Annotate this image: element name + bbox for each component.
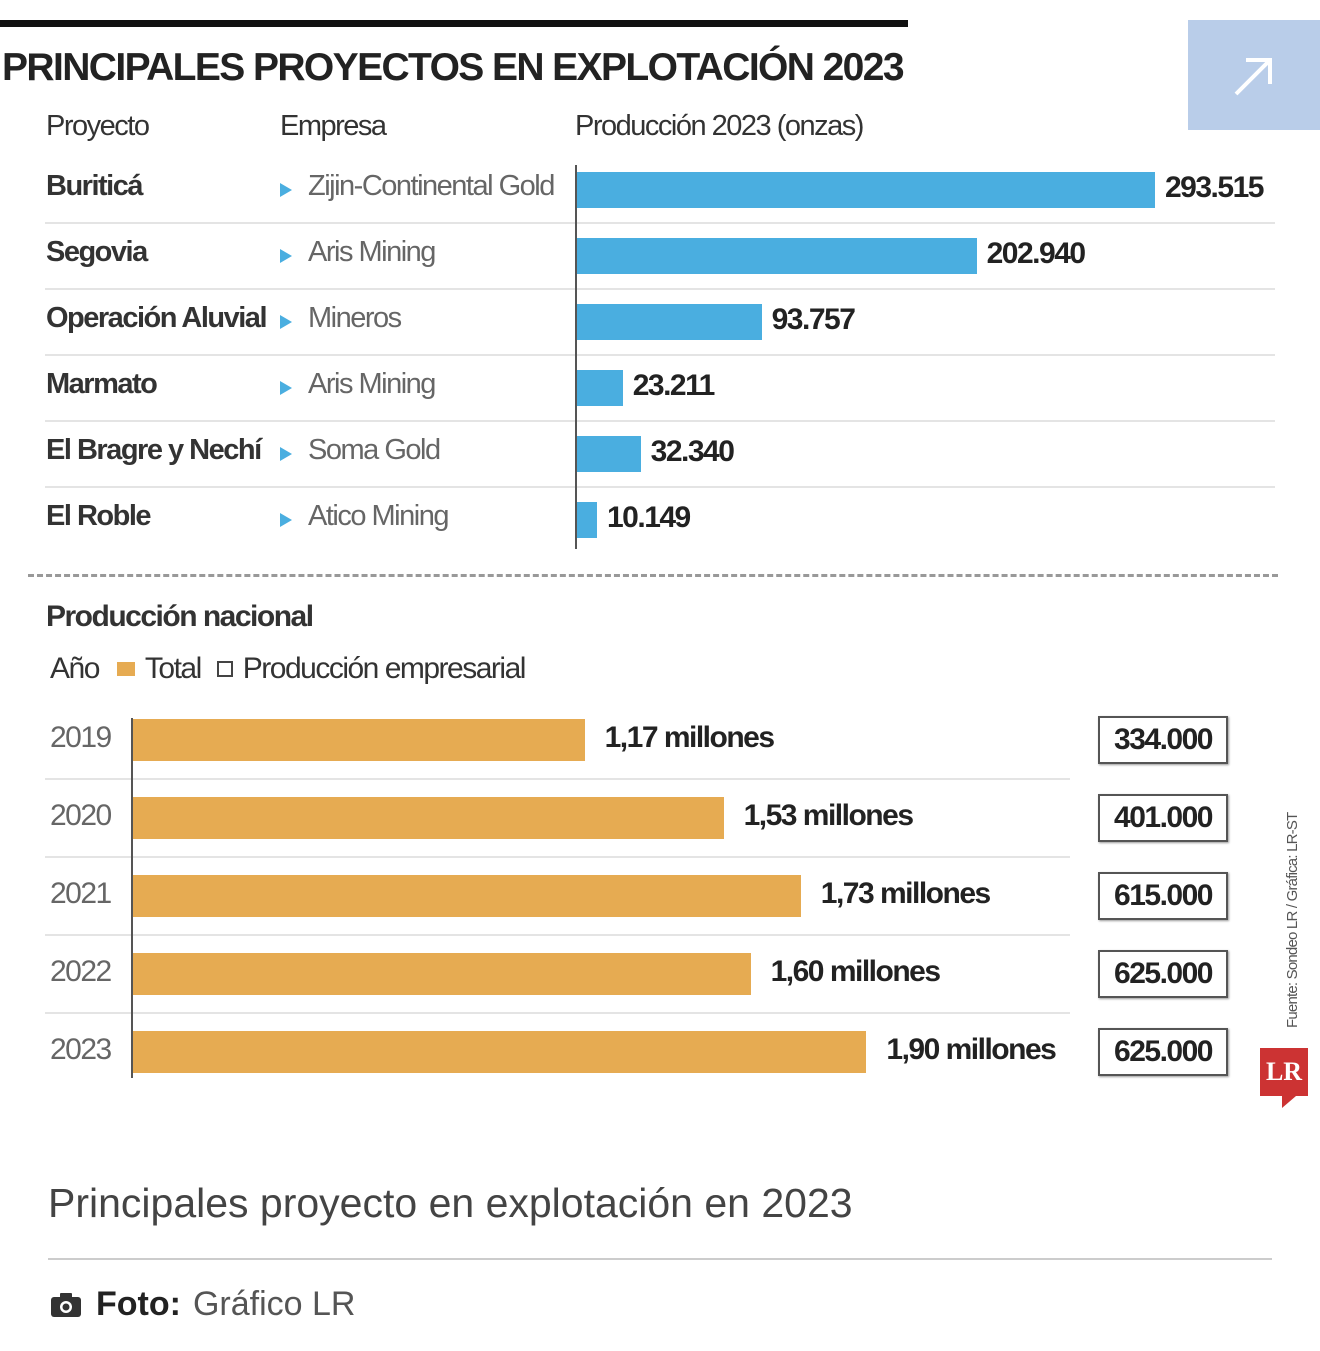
legend: Año Total Producción empresarial (50, 652, 527, 686)
triangle-bullet-icon (280, 513, 292, 527)
row-separator (45, 288, 1275, 290)
production-bar (577, 304, 762, 340)
year-label: 2023 (50, 1033, 112, 1066)
header-empresa: Empresa (280, 110, 387, 142)
title-rule (0, 20, 908, 27)
triangle-bullet-icon (280, 183, 292, 197)
empresarial-value-box: 625.000 (1098, 1028, 1228, 1076)
total-bar (133, 719, 585, 761)
empresarial-value-box: 401.000 (1098, 794, 1228, 842)
production-value: 202.940 (986, 237, 1086, 270)
row-separator (45, 856, 1070, 858)
expand-button[interactable] (1188, 20, 1320, 130)
row-separator (45, 1012, 1070, 1014)
total-value: 1,53 millones (743, 799, 914, 832)
national-title: Producción nacional (46, 600, 314, 633)
bottom-axis-line (131, 718, 133, 1078)
row-separator (45, 934, 1070, 936)
company-name: Soma Gold (308, 434, 441, 466)
credit-label: Foto: (96, 1285, 181, 1323)
production-value: 93.757 (771, 303, 856, 336)
row-separator (45, 222, 1275, 224)
company-name: Atico Mining (308, 500, 449, 532)
camera-icon (51, 1292, 81, 1317)
triangle-bullet-icon (280, 447, 292, 461)
year-label: 2021 (50, 877, 112, 910)
legend-empresarial-swatch (216, 661, 233, 677)
divider-dashed (28, 574, 1278, 577)
total-bar (133, 1031, 867, 1073)
company-name: Mineros (308, 302, 402, 334)
photo-credit: Foto: Gráfico LR (50, 1285, 355, 1324)
caption-divider (48, 1258, 1272, 1260)
chart-title: PRINCIPALES PROYECTOS EN EXPLOTACIÓN 202… (2, 46, 905, 89)
year-label: 2022 (50, 955, 112, 988)
legend-total-swatch (116, 662, 135, 676)
project-name: El Bragre y Nechí (46, 434, 262, 466)
company-name: Zijin-Continental Gold (308, 170, 555, 202)
arrow-up-right-icon (1234, 58, 1272, 96)
legend-total: Total (144, 652, 202, 685)
caption: Principales proyecto en explotación en 2… (48, 1180, 853, 1226)
project-name: El Roble (46, 500, 152, 532)
empresarial-value-box: 625.000 (1098, 950, 1228, 998)
company-name: Aris Mining (308, 368, 436, 400)
top-axis-line (575, 165, 577, 549)
total-value: 1,90 millones (886, 1033, 1056, 1066)
empresarial-value-box: 334.000 (1098, 716, 1228, 764)
row-separator (45, 354, 1275, 356)
source-note: Fuente: Sondeo LR / Gráfica: LR-ST (1284, 812, 1301, 1028)
production-value: 23.211 (632, 369, 716, 402)
empresarial-value-box: 615.000 (1098, 872, 1228, 920)
project-name: Buriticá (46, 170, 143, 202)
row-separator (45, 486, 1275, 488)
total-bar (133, 953, 751, 995)
header-proyecto: Proyecto (46, 110, 150, 142)
project-name: Marmato (46, 368, 158, 400)
project-name: Segovia (46, 236, 148, 268)
triangle-bullet-icon (280, 249, 292, 263)
legend-year: Año (50, 652, 100, 685)
production-bar (577, 172, 1155, 208)
total-bar (133, 875, 801, 917)
total-value: 1,73 millones (820, 877, 991, 910)
lr-logo-tail (1282, 1096, 1296, 1108)
header-produccion: Producción 2023 (onzas) (575, 110, 864, 142)
production-value: 293.515 (1165, 171, 1264, 204)
production-bar (577, 370, 623, 406)
company-name: Aris Mining (308, 236, 436, 268)
lr-logo: LR (1260, 1048, 1308, 1096)
total-bar (133, 797, 724, 839)
total-value: 1,17 millones (604, 721, 775, 754)
row-separator (45, 420, 1275, 422)
production-bar (577, 436, 641, 472)
production-value: 10.149 (606, 501, 691, 534)
row-separator (45, 778, 1070, 780)
year-label: 2020 (50, 799, 112, 832)
project-name: Operación Aluvial (46, 302, 268, 334)
triangle-bullet-icon (280, 315, 292, 329)
triangle-bullet-icon (280, 381, 292, 395)
production-value: 32.340 (650, 435, 735, 468)
production-bar (577, 238, 977, 274)
total-value: 1,60 millones (770, 955, 941, 988)
year-label: 2019 (50, 721, 112, 754)
legend-empresarial: Producción empresarial (242, 652, 527, 685)
credit-value: Gráfico LR (192, 1285, 356, 1323)
production-bar (577, 502, 597, 538)
